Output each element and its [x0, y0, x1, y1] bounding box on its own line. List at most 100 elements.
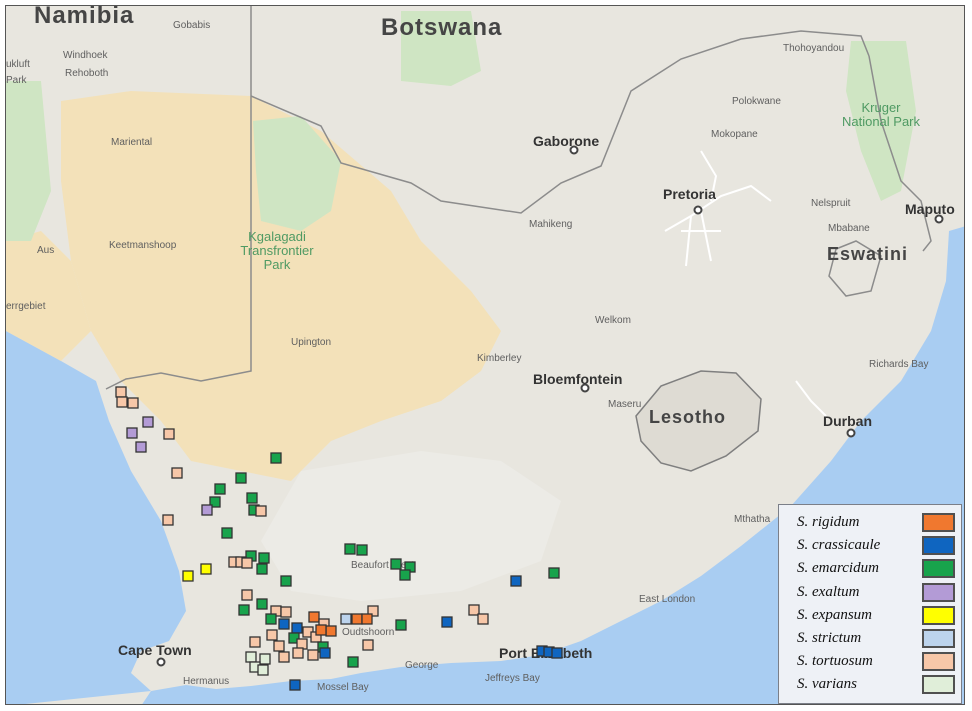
- specimen-marker-s-exaltum: [201, 504, 213, 516]
- specimen-marker-s-emarcidum: [344, 543, 356, 555]
- city-dot-maputo: [934, 214, 944, 224]
- specimen-marker-s-crassicaule: [291, 622, 303, 634]
- city-label-cape-town: Cape Town: [118, 642, 192, 658]
- specimen-marker-s-tortuosum: [116, 396, 128, 408]
- specimen-marker-s-rigidum: [361, 613, 373, 625]
- place-label-mariental: Mariental: [111, 137, 152, 148]
- specimen-marker-s-emarcidum: [390, 558, 402, 570]
- specimen-marker-s-varians: [245, 651, 257, 663]
- park-label-line: Kruger: [861, 100, 901, 115]
- country-label-eswatini: Eswatini: [827, 244, 908, 264]
- legend-item-s-varians: S. varians: [797, 673, 957, 696]
- place-label-george: George: [405, 660, 439, 671]
- specimen-marker-s-rigidum: [315, 624, 327, 636]
- legend-swatch: [922, 675, 955, 695]
- specimen-marker-s-crassicaule: [551, 647, 563, 659]
- park-kgalagadi: [253, 116, 341, 231]
- place-label-windhoek: Windhoek: [63, 50, 108, 61]
- specimen-marker-s-tortuosum: [280, 606, 292, 618]
- legend: S. rigidum S. crassicaule S. emarcidum S. e…: [778, 504, 962, 704]
- place-label-welkom: Welkom: [595, 315, 631, 326]
- place-label-mbabane: Mbabane: [828, 223, 870, 234]
- specimen-marker-s-varians: [257, 664, 269, 676]
- lesotho: [635, 370, 762, 472]
- specimen-marker-s-tortuosum: [115, 386, 127, 398]
- legend-swatch: [922, 536, 955, 556]
- legend-label: S. exaltum: [797, 583, 860, 600]
- specimen-marker-s-exaltum: [126, 427, 138, 439]
- place-label-mahikeng: Mahikeng: [529, 219, 572, 230]
- legend-item-s-exaltum: S. exaltum: [797, 581, 957, 604]
- place-label-maseru: Maseru: [608, 399, 641, 410]
- specimen-marker-s-tortuosum: [468, 604, 480, 616]
- specimen-marker-s-emarcidum: [347, 656, 359, 668]
- country-borders: [105, 6, 932, 390]
- specimen-marker-s-tortuosum: [292, 647, 304, 659]
- specimen-marker-s-tortuosum: [127, 397, 139, 409]
- city-label-pretoria: Pretoria: [663, 186, 716, 202]
- specimen-marker-s-exaltum: [135, 441, 147, 453]
- specimen-marker-s-exaltum: [142, 416, 154, 428]
- place-label-nelspruit: Nelspruit: [811, 198, 851, 209]
- roads: [664, 150, 827, 417]
- legend-label: S. strictum: [797, 630, 862, 647]
- place-label-jeffreys-bay: Jeffreys Bay: [485, 673, 540, 684]
- park-label-line: National Park: [842, 114, 921, 129]
- legend-swatch: [922, 629, 955, 649]
- city-label-durban: Durban: [823, 413, 872, 429]
- legend-item-s-rigidum: S. rigidum: [797, 511, 957, 534]
- city-dot-bloemfontein: [580, 383, 590, 393]
- place-label-kimberley: Kimberley: [477, 353, 521, 364]
- country-label-lesotho: Lesotho: [649, 407, 726, 427]
- specimen-marker-s-emarcidum: [256, 598, 268, 610]
- specimen-marker-s-rigidum: [351, 613, 363, 625]
- place-label-gobabis: Gobabis: [173, 20, 210, 31]
- place-label-hermanus: Hermanus: [183, 676, 229, 687]
- park-label-line: Kgalagadi: [248, 229, 306, 244]
- legend-label: S. crassicaule: [797, 537, 881, 554]
- desert: [61, 91, 501, 481]
- specimen-marker-s-crassicaule: [441, 616, 453, 628]
- specimen-marker-s-emarcidum: [238, 604, 250, 616]
- specimen-marker-s-emarcidum: [256, 563, 268, 575]
- park-botswana: [401, 11, 481, 86]
- legend-item-s-tortuosum: S. tortuosum: [797, 650, 957, 673]
- specimen-marker-s-tortuosum: [255, 505, 267, 517]
- specimen-marker-s-crassicaule: [510, 575, 522, 587]
- specimen-marker-s-tortuosum: [241, 557, 253, 569]
- specimen-marker-s-tortuosum: [249, 636, 261, 648]
- legend-label: S. tortuosum: [797, 653, 873, 670]
- park-cederberg: [6, 81, 51, 241]
- specimen-marker-s-tortuosum: [278, 651, 290, 663]
- map-frame: Kgalagadi Transfrontier Park Kruger National…: [5, 5, 965, 705]
- ocean-west: [6, 331, 186, 704]
- place-label-rehoboth: Rehoboth: [65, 68, 108, 79]
- specimen-marker-s-emarcidum: [280, 575, 292, 587]
- city-dot-cape-town: [156, 657, 166, 667]
- specimen-marker-s-emarcidum: [221, 527, 233, 539]
- specimen-marker-s-emarcidum: [235, 472, 247, 484]
- legend-label: S. expansum: [797, 606, 872, 623]
- place-label-oudtshoorn: Oudtshoorn: [342, 627, 394, 638]
- country-label-botswana: Botswana: [381, 14, 502, 41]
- specimen-marker-s-tortuosum: [162, 514, 174, 526]
- specimen-marker-s-rigidum: [325, 625, 337, 637]
- specimen-marker-s-emarcidum: [548, 567, 560, 579]
- specimen-marker-s-emarcidum: [265, 613, 277, 625]
- place-label-ukluft: ukluft: [6, 59, 30, 70]
- city-label-maputo: Maputo: [905, 201, 955, 217]
- specimen-marker-s-emarcidum: [270, 452, 282, 464]
- specimen-marker-s-tortuosum: [477, 613, 489, 625]
- place-label-mokopane: Mokopane: [711, 129, 758, 140]
- place-label-east-london: East London: [639, 594, 695, 605]
- specimen-marker-s-tortuosum: [241, 589, 253, 601]
- place-label-upington: Upington: [291, 337, 331, 348]
- city-dot-gaborone: [569, 145, 579, 155]
- specimen-marker-s-crassicaule: [289, 679, 301, 691]
- specimen-marker-s-emarcidum: [258, 552, 270, 564]
- place-label-keetmanshoop: Keetmanshoop: [109, 240, 177, 251]
- specimen-marker-s-tortuosum: [367, 605, 379, 617]
- specimen-marker-s-emarcidum: [288, 632, 300, 644]
- specimen-marker-s-crassicaule: [319, 647, 331, 659]
